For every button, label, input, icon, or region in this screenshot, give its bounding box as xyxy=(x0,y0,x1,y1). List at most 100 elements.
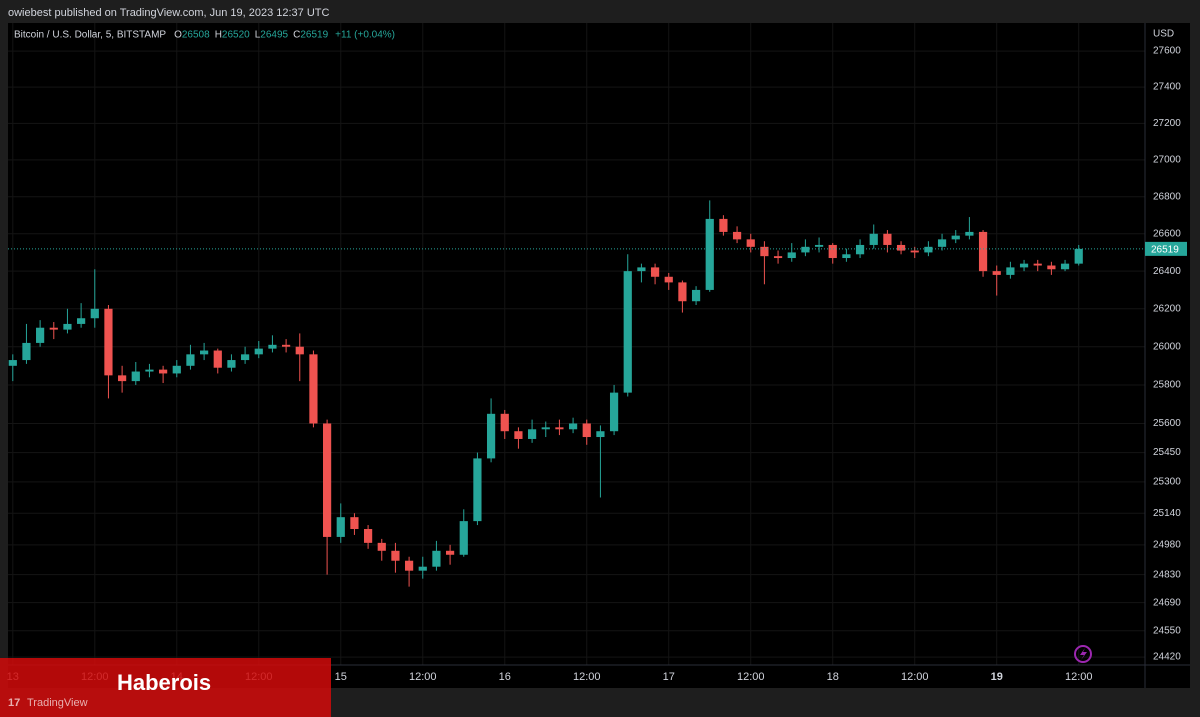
candle xyxy=(650,263,660,285)
chart-pane xyxy=(8,23,1190,688)
y-tick-label: 26600 xyxy=(1153,228,1181,239)
candle xyxy=(978,230,988,277)
candle-body xyxy=(350,517,359,530)
candle-body xyxy=(541,427,550,430)
candle-body xyxy=(486,413,496,459)
candle-body xyxy=(172,365,181,374)
candle xyxy=(691,286,701,306)
candle-body xyxy=(691,289,701,302)
candle xyxy=(937,233,947,251)
x-tick-label: 16 xyxy=(499,671,511,683)
candle-body xyxy=(1047,265,1056,270)
candle-body xyxy=(555,427,564,430)
candle-body xyxy=(295,346,304,355)
candle xyxy=(213,348,222,374)
candle-body xyxy=(90,308,99,319)
y-tick-label: 26400 xyxy=(1153,266,1181,277)
y-tick-label: 24420 xyxy=(1153,652,1181,663)
x-tick-label: 12:00 xyxy=(573,671,601,683)
candle-body xyxy=(309,354,318,424)
candle-body xyxy=(582,423,591,438)
candle xyxy=(1019,259,1029,272)
lightning-icon xyxy=(1074,645,1092,663)
candle xyxy=(8,354,17,382)
candle xyxy=(309,350,318,428)
candle xyxy=(432,540,441,571)
y-tick-label: 24690 xyxy=(1153,597,1181,608)
candle-body xyxy=(227,360,236,368)
candle xyxy=(992,265,1001,296)
x-tick-label: 17 xyxy=(663,671,675,683)
candle-body xyxy=(459,521,468,555)
watermark-brand: Haberois xyxy=(117,670,211,695)
candle xyxy=(377,538,386,561)
x-tick-label: 18 xyxy=(827,671,839,683)
candle xyxy=(227,354,236,372)
candle xyxy=(200,342,209,361)
ohlc-key: H xyxy=(215,30,222,41)
candle-body xyxy=(377,542,386,551)
candle-body xyxy=(500,413,509,432)
ohlc-key: C xyxy=(293,30,300,41)
candle-body xyxy=(924,246,933,253)
candle xyxy=(445,544,455,565)
candle-body xyxy=(322,423,332,537)
candle-body xyxy=(760,246,769,257)
candle xyxy=(104,305,113,399)
candle-body xyxy=(746,239,755,247)
candle-body xyxy=(787,252,796,259)
y-tick-label: 24830 xyxy=(1153,569,1181,580)
candle-body xyxy=(637,267,646,272)
candle-body xyxy=(363,529,373,543)
candle xyxy=(541,421,550,438)
change-value: +11 (+0.04%) xyxy=(335,30,395,41)
candles xyxy=(8,200,1145,587)
candle xyxy=(582,419,591,445)
candle-body xyxy=(213,350,222,368)
candle-body xyxy=(282,344,291,347)
ohlc-value: 26495 xyxy=(260,30,288,41)
candle-body xyxy=(1060,263,1070,270)
candle-body xyxy=(732,231,742,240)
publish-header: owiebest published on TradingView.com, J… xyxy=(8,7,330,19)
candle xyxy=(664,273,673,290)
x-tick-label: 12:00 xyxy=(737,671,765,683)
candle-body xyxy=(241,354,250,361)
candle xyxy=(241,346,250,364)
candle-body xyxy=(801,246,810,253)
y-tick-label: 25140 xyxy=(1153,508,1181,519)
last-price-label: 26519 xyxy=(1151,245,1179,256)
watermark-box xyxy=(0,658,331,717)
candle-body xyxy=(719,218,728,232)
candle xyxy=(527,419,537,443)
candle-body xyxy=(63,323,72,330)
candle-body xyxy=(1033,263,1042,266)
candle-body xyxy=(1006,267,1015,275)
candle-body xyxy=(978,231,988,272)
candle xyxy=(22,323,31,364)
ohlc-value: 26520 xyxy=(222,30,250,41)
candle-body xyxy=(186,354,195,366)
candle-body xyxy=(418,566,427,571)
candle xyxy=(787,243,796,262)
candle xyxy=(814,237,824,253)
candle-body xyxy=(869,233,878,245)
candle-body xyxy=(842,254,851,259)
candle xyxy=(951,230,960,244)
candle xyxy=(36,320,45,347)
last-price-tag xyxy=(1145,241,1187,256)
candle-body xyxy=(609,392,619,432)
candle-body xyxy=(937,239,947,247)
candle-body xyxy=(896,244,906,251)
x-tick-label: 12:00 xyxy=(1065,671,1093,683)
y-tick-label: 27000 xyxy=(1153,155,1181,166)
candle xyxy=(90,269,99,328)
candle xyxy=(77,303,86,328)
y-tick-label: 24980 xyxy=(1153,539,1181,550)
candle-body xyxy=(404,560,414,571)
y-tick-label: 25600 xyxy=(1153,418,1181,429)
y-tick-label: 27600 xyxy=(1153,46,1181,57)
candle-body xyxy=(159,369,168,374)
axis-unit: USD xyxy=(1153,29,1174,40)
candle xyxy=(118,365,127,393)
